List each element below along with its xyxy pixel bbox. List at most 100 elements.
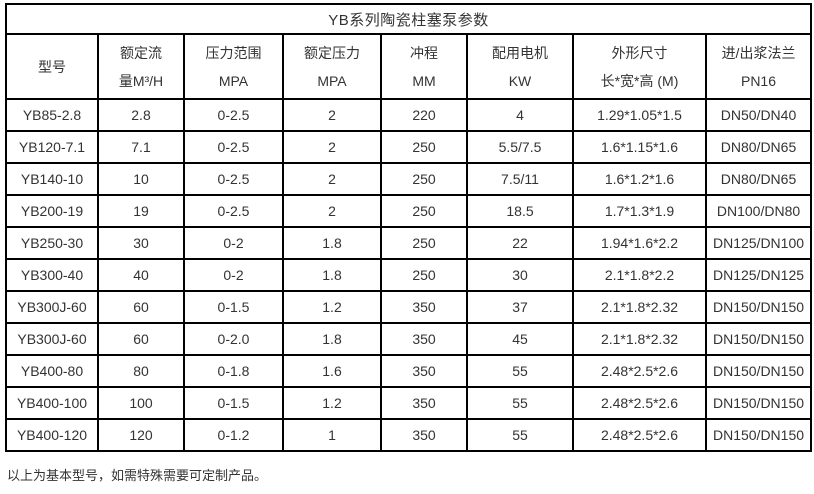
table-cell: 0-2 [183,258,284,292]
column-header-line2: MPA [317,72,347,89]
column-header-line1: 配用电机 [492,44,548,61]
table-cell: 350 [380,290,468,324]
table-cell: 30 [97,226,185,260]
table-cell: 0-2.0 [183,322,284,356]
table-cell: 1.7*1.3*1.9 [572,194,707,228]
column-header-5: 配用电机 KW [466,33,574,100]
table-row: YB300J-60 60 0-1.5 1.2 350 37 2.1*1.8*2.32 DN15… [5,290,813,324]
table-cell: 0-1.5 [183,290,284,324]
column-header-line1: 冲程 [410,44,438,61]
table-cell: DN80/DN65 [704,130,813,164]
table-cell: YB140-10 [5,162,99,196]
table-cell: 60 [97,290,185,324]
column-header-line2: PN16 [740,72,777,89]
table-cell: 250 [380,194,468,228]
table-cell: 0-2 [183,226,284,260]
table-row: YB400-80 80 0-1.8 1.6 350 55 2.48*2.5*2.6 DN150… [5,354,813,388]
table-row: YB120-7.1 7.1 0-2.5 2 250 5.5/7.5 1.6*1.15*1.6… [5,130,813,164]
table-cell: 1.8 [282,258,382,292]
table-cell: 2 [282,98,382,132]
table-cell: 1.8 [282,226,382,260]
table-cell: DN150/DN150 [704,354,813,388]
table-cell: 4 [466,98,574,132]
table-cell: YB300J-60 [5,322,99,356]
table-body: YB85-2.8 2.8 0-2.5 2 220 4 1.29*1.05*1.5 DN50/D… [5,98,813,452]
column-header-line2: KW [508,72,532,89]
column-header-7: 进/出浆法兰 PN16 [704,33,813,100]
table-cell: 2.48*2.5*2.6 [572,386,707,420]
table-cell: YB250-30 [5,226,99,260]
table-cell: 0-1.8 [183,354,284,388]
table-cell: 2 [282,130,382,164]
table-cell: YB300J-60 [5,290,99,324]
table-cell: DN125/DN100 [704,226,813,260]
column-header-1: 额定流量M³/H [97,33,185,100]
column-header-6: 外形尺寸长*宽*高 (M) [572,33,707,100]
table-cell: 2.1*1.8*2.32 [572,290,707,324]
table-cell: 0-2.5 [183,194,284,228]
table-cell: DN80/DN65 [704,162,813,196]
column-header-line1: 进/出浆法兰 [721,44,796,61]
table-cell: DN150/DN150 [704,418,813,452]
table-cell: 22 [466,226,574,260]
table-row: YB140-10 10 0-2.5 2 250 7.5/11 1.6*1.2*1.6 DN80… [5,162,813,196]
table-cell: 350 [380,386,468,420]
table-cell: 10 [97,162,185,196]
table-cell: YB400-100 [5,386,99,420]
column-header-line1: 型号 [38,58,66,75]
table-cell: 18.5 [466,194,574,228]
column-header-line1: 压力范围 [205,44,262,61]
table-cell: 1.6*1.15*1.6 [572,130,707,164]
table-cell: YB85-2.8 [5,98,99,132]
table-cell: 7.5/11 [466,162,574,196]
column-header-3: 额定压力 MPA [282,33,382,100]
table-title: YB系列陶瓷柱塞泵参数 [4,3,813,35]
table-cell: YB400-80 [5,354,99,388]
table-cell: 7.1 [97,130,185,164]
table-cell: YB400-120 [5,418,99,452]
table-cell: 2 [282,194,382,228]
table-cell: 1 [282,418,382,452]
table-cell: 100 [97,386,185,420]
table-cell: 2.1*1.8*2.2 [572,258,707,292]
table-header-row: 型号 额定流 量M³/H 压力范围 MPA 额定压力 MPA 冲程 MM 配用电机 KW 外形尺寸 长*… [5,33,813,100]
table-cell: 2.48*2.5*2.6 [572,418,707,452]
table-cell: 250 [380,130,468,164]
column-header-line2: MPA [218,72,249,89]
column-header-line1: 额定流 [120,44,162,61]
table-cell: 55 [466,354,574,388]
table-cell: 5.5/7.5 [466,130,574,164]
pump-spec-table: YB系列陶瓷柱塞泵参数 型号 额定流 量M³/H 压力范围 MPA 额定压力 MPA 冲程 MM… [4,3,813,452]
table-cell: 2.48*2.5*2.6 [572,354,707,388]
table-cell: 55 [466,386,574,420]
table-row: YB400-100 100 0-1.5 1.2 350 55 2.48*2.5*2.6 DN1… [5,386,813,420]
table-cell: 350 [380,418,468,452]
page: YB系列陶瓷柱塞泵参数 型号 额定流 量M³/H 压力范围 MPA 额定压力 MPA 冲程 MM… [4,3,813,483]
table-cell: 350 [380,322,468,356]
table-cell: 120 [97,418,185,452]
table-cell: 350 [380,354,468,388]
table-row: YB85-2.8 2.8 0-2.5 2 220 4 1.29*1.05*1.5 DN50/D… [5,98,813,132]
table-row: YB300-40 40 0-2 1.8 250 30 2.1*1.8*2.2 DN125/DN… [5,258,813,292]
table-cell: 220 [380,98,468,132]
column-header-line2: 长*宽*高 (M) [600,72,679,89]
table-cell: 250 [380,258,468,292]
table-cell: DN150/DN150 [704,290,813,324]
table-row: YB250-30 30 0-2 1.8 250 22 1.94*1.6*2.2 DN125/D… [5,226,813,260]
table-cell: 45 [466,322,574,356]
table-cell: 1.2 [282,290,382,324]
column-header-line2: 量M³/H [118,72,164,89]
table-cell: YB300-40 [5,258,99,292]
table-cell: YB120-7.1 [5,130,99,164]
table-row: YB400-120 120 0-1.2 1 350 55 2.48*2.5*2.6 DN150… [5,418,813,452]
table-cell: 37 [466,290,574,324]
table-cell: 1.29*1.05*1.5 [572,98,707,132]
table-cell: 1.6*1.2*1.6 [572,162,707,196]
table-cell: 1.6 [282,354,382,388]
table-cell: DN100/DN80 [704,194,813,228]
table-cell: 0-1.5 [183,386,284,420]
table-cell: 1.8 [282,322,382,356]
column-header-line1: 外形尺寸 [611,44,668,61]
table-cell: 80 [97,354,185,388]
column-header-4: 冲程 MM [380,33,468,100]
